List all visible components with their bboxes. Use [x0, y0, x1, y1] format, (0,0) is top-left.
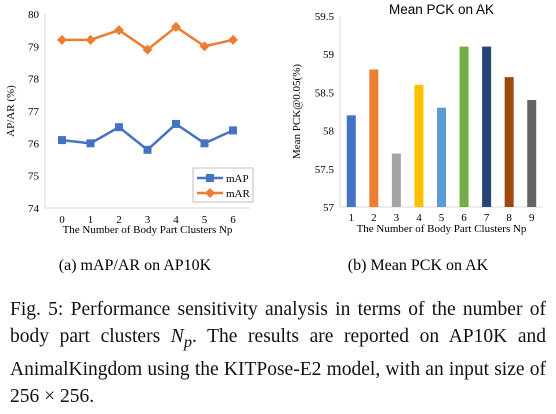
y-tick-label: 80: [28, 9, 40, 21]
legend-label: mAR: [226, 188, 251, 200]
x-tick-label: 9: [529, 212, 535, 224]
y-tick-label: 57.5: [315, 164, 335, 176]
data-point: [201, 139, 209, 147]
series-mAP: [58, 120, 237, 154]
left-x-axis-label: The Number of Body Part Clusters Np: [63, 224, 233, 236]
legend: mAP mAR: [193, 168, 253, 202]
y-tick-label: 58.5: [315, 87, 335, 99]
right-x-axis-label: The Number of Body Part Clusters Np: [357, 223, 527, 235]
data-point: [172, 120, 180, 128]
y-tick-label: 75: [28, 171, 40, 183]
y-tick-label: 59.5: [315, 11, 335, 23]
subcaption-b: (b) Mean PCK on AK: [348, 257, 489, 274]
bar-chart-title: Mean PCK on AK: [389, 2, 494, 17]
left-y-axis-label: AP/AR (%): [5, 85, 17, 137]
series-mAR: [57, 22, 238, 55]
legend-label: mAP: [226, 173, 249, 185]
left-y-axis-ticks: 74 75 76 77 78 79 80: [28, 9, 40, 215]
caption-times: ×: [44, 386, 55, 407]
y-tick-label: 76: [28, 138, 40, 150]
bar-1: [347, 115, 356, 207]
line-series: [57, 22, 238, 154]
legend-marker: [206, 174, 214, 182]
data-point: [58, 136, 66, 144]
data-point: [144, 146, 152, 154]
bar-2: [369, 69, 378, 207]
y-tick-label: 79: [28, 41, 40, 53]
data-point: [86, 35, 96, 45]
data-point: [57, 35, 67, 45]
subcaption-a: (a) mAP/AR on AP10K: [59, 257, 212, 274]
bar-9: [527, 100, 536, 207]
y-tick-label: 77: [28, 106, 40, 118]
caption-symbol: N: [171, 326, 184, 347]
bar-4: [414, 85, 423, 207]
right-y-axis-label: Mean PCK@0.05(%): [291, 64, 303, 159]
bars: [347, 47, 536, 207]
right-y-axis-ticks: 57 57.5 58 58.5 59 59.5: [315, 11, 335, 214]
data-point: [228, 35, 238, 45]
y-tick-label: 74: [28, 203, 40, 215]
bar-5: [437, 108, 446, 207]
bar-6: [460, 47, 469, 207]
bar-8: [505, 77, 514, 207]
y-tick-label: 59: [323, 49, 335, 61]
y-tick-label: 57: [323, 202, 335, 214]
caption-subscript: p: [184, 333, 192, 351]
y-tick-label: 78: [28, 74, 40, 86]
y-tick-label: 58: [323, 126, 335, 138]
caption-tail-2: 256.: [55, 386, 94, 407]
figure-caption: Fig. 5: Performance sensitivity analysis…: [10, 296, 546, 410]
data-point: [115, 123, 123, 131]
bar-3: [392, 154, 401, 207]
data-point: [87, 139, 95, 147]
bar-7: [482, 47, 491, 207]
data-point: [229, 126, 237, 134]
x-tick-label: 1: [349, 212, 355, 224]
